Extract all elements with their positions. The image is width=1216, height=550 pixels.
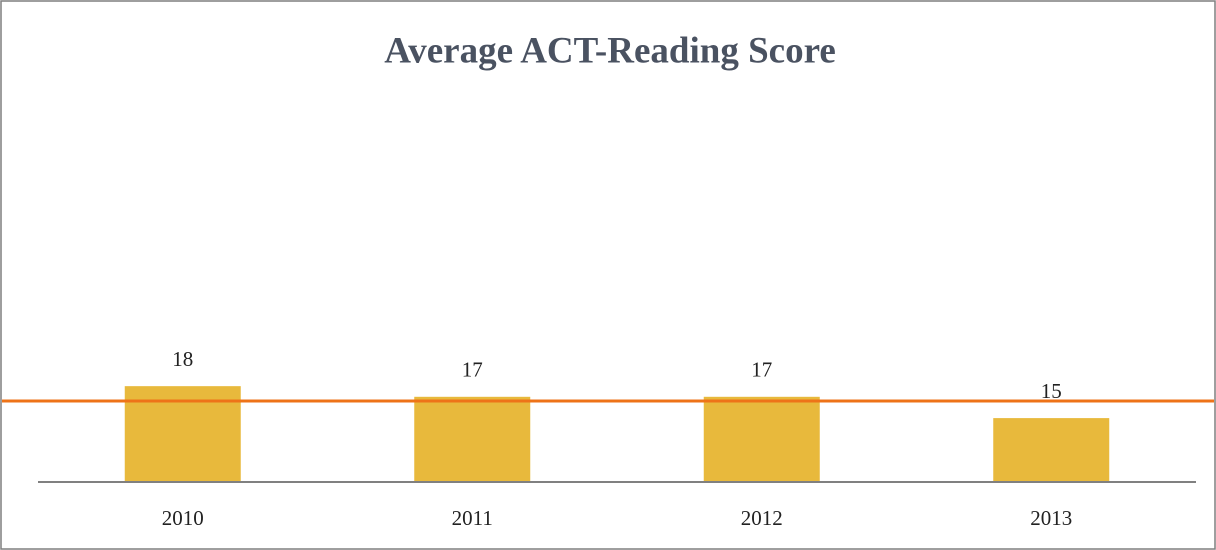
data-label: 18	[172, 347, 193, 371]
x-tick-label: 2013	[1030, 506, 1072, 530]
chart-title: Average ACT-Reading Score	[384, 30, 836, 71]
data-label: 17	[751, 358, 772, 382]
data-label: 15	[1041, 379, 1062, 403]
bar	[993, 418, 1110, 482]
bar	[703, 396, 820, 482]
x-tick-label: 2011	[452, 506, 493, 530]
x-tick-label: 2012	[741, 506, 783, 530]
bar	[414, 396, 531, 482]
data-label: 17	[462, 358, 483, 382]
x-tick-label: 2010	[162, 506, 204, 530]
